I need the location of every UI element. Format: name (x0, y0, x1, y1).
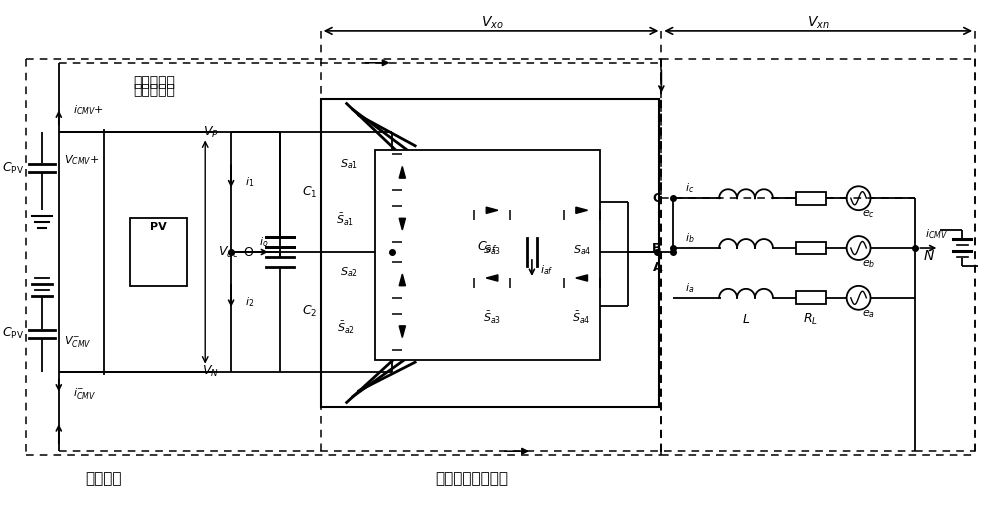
Bar (796, 241, 826, 255)
Text: PV: PV (150, 222, 167, 232)
Polygon shape (486, 207, 498, 214)
Text: $i_b$: $i_b$ (685, 231, 695, 245)
Text: 漏电流回路: 漏电流回路 (134, 76, 175, 90)
Text: C: C (652, 192, 661, 205)
Text: $i_{af}$: $i_{af}$ (540, 263, 553, 277)
Text: A: A (653, 262, 662, 274)
Bar (130, 218, 187, 286)
Text: $S_{a2}$: $S_{a2}$ (340, 265, 358, 279)
Polygon shape (399, 326, 405, 337)
Text: $S_{a1}$: $S_{a1}$ (340, 158, 358, 171)
Text: $V_N$: $V_N$ (202, 364, 219, 379)
Text: $C_{\mathrm{PV}}$: $C_{\mathrm{PV}}$ (2, 326, 24, 341)
Text: $N$: $N$ (923, 249, 935, 263)
Text: $V_{CMV}$+: $V_{CMV}$+ (64, 154, 99, 167)
Polygon shape (399, 274, 405, 286)
Polygon shape (576, 207, 588, 214)
Text: $e_c$: $e_c$ (862, 208, 875, 220)
Text: $\bar{S}_{a4}$: $\bar{S}_{a4}$ (572, 310, 591, 326)
Text: $i_o$: $i_o$ (259, 235, 268, 249)
Text: $i_2$: $i_2$ (245, 295, 254, 309)
Polygon shape (576, 275, 588, 281)
Text: $C_{af}$: $C_{af}$ (477, 239, 497, 255)
Text: 漏电流回路: 漏电流回路 (134, 84, 175, 97)
Text: $C_2$: $C_2$ (302, 304, 317, 319)
Text: $i_1$: $i_1$ (245, 175, 254, 189)
Text: $V_P$: $V_P$ (203, 125, 219, 140)
Text: $i_{CMV}^{-}$: $i_{CMV}^{-}$ (73, 386, 96, 401)
Text: $\bar{S}_{a3}$: $\bar{S}_{a3}$ (483, 310, 501, 326)
Text: $i_a$: $i_a$ (685, 281, 695, 295)
Polygon shape (486, 275, 498, 281)
Text: $e_a$: $e_a$ (862, 308, 875, 320)
Text: $R_L$: $R_L$ (803, 312, 818, 327)
Text: O: O (243, 245, 253, 259)
Text: $\bar{S}_{a2}$: $\bar{S}_{a2}$ (337, 320, 355, 336)
Text: $i_c$: $i_c$ (685, 181, 695, 195)
Text: $S_{a4}$: $S_{a4}$ (573, 243, 591, 257)
Text: $V_{xn}$: $V_{xn}$ (807, 15, 830, 31)
Bar (375, 150, 600, 360)
Text: $V_{xo}$: $V_{xo}$ (481, 15, 503, 31)
Text: $V_{dc}$: $V_{dc}$ (218, 244, 239, 260)
Text: 光伏阵列: 光伏阵列 (85, 472, 122, 487)
Text: 三相五电平逆变器: 三相五电平逆变器 (436, 472, 509, 487)
Text: $L$: $L$ (742, 313, 750, 326)
Text: $\bar{S}_{a1}$: $\bar{S}_{a1}$ (336, 212, 355, 228)
Bar (796, 291, 826, 305)
Polygon shape (399, 218, 405, 230)
Text: $C_{\mathrm{PV}}$: $C_{\mathrm{PV}}$ (2, 161, 24, 176)
Text: $C_1$: $C_1$ (302, 185, 317, 200)
Bar (321, 98, 659, 408)
Text: $i_{CMV}$: $i_{CMV}$ (925, 227, 948, 241)
Text: $e_b$: $e_b$ (862, 258, 875, 270)
Polygon shape (399, 167, 405, 178)
Text: $V_{CMV}^{-}$: $V_{CMV}^{-}$ (64, 334, 91, 349)
Text: B: B (652, 241, 661, 255)
Text: $S_{a3}$: $S_{a3}$ (483, 243, 501, 257)
Text: $i_{CMV}$+: $i_{CMV}$+ (73, 104, 104, 118)
Bar (796, 192, 826, 205)
